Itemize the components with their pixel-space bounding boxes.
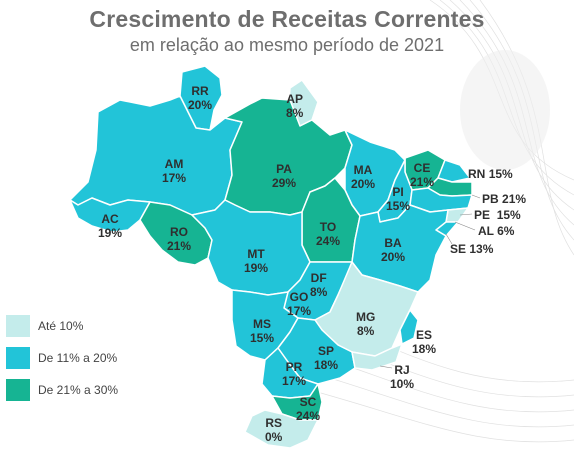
state-rj[interactable]	[351, 343, 403, 371]
label-go: GO 17%	[287, 290, 312, 318]
state-rn[interactable]	[437, 159, 471, 183]
label-ac: AC 19%	[98, 212, 123, 240]
label-ce: CE 21%	[410, 161, 435, 189]
label-es: ES 18%	[412, 328, 437, 356]
label-sc: SC 24%	[296, 395, 321, 423]
label-rj: RJ 10%	[390, 363, 415, 391]
label-rn: RN 15%	[468, 167, 513, 181]
label-to: TO 24%	[316, 220, 341, 248]
label-ba: BA 20%	[381, 236, 406, 264]
state-es[interactable]	[399, 309, 419, 345]
label-rs: RS 0%	[265, 416, 283, 444]
label-pa: PA 29%	[272, 162, 297, 190]
legend-label-low: Até 10%	[38, 319, 84, 333]
label-pi: PI 15%	[386, 185, 411, 213]
legend-swatch-mid	[6, 347, 30, 369]
legend-label-high: De 21% a 30%	[38, 383, 119, 397]
legend-label-mid: De 11% a 20%	[38, 351, 118, 365]
label-sp: SP 18%	[314, 344, 339, 372]
label-al: AL 6%	[478, 224, 515, 238]
label-ms: MS 15%	[250, 317, 275, 345]
label-pe: PE 15%	[474, 208, 521, 222]
state-al[interactable]	[445, 207, 469, 223]
label-mt: MT 19%	[244, 247, 269, 275]
state-am[interactable]	[69, 95, 243, 216]
state-rs[interactable]	[244, 409, 319, 449]
label-df: DF 8%	[310, 271, 328, 299]
map-subtitle: em relação ao mesmo período de 2021	[129, 35, 445, 55]
legend-swatch-low	[6, 315, 30, 337]
map-title: Crescimento de Receitas Correntes	[89, 6, 485, 32]
label-se: SE 13%	[450, 242, 494, 256]
label-am: AM 17%	[162, 157, 187, 185]
label-pr: PR 17%	[282, 360, 307, 388]
label-pb: PB 21%	[482, 192, 527, 206]
label-ap: AP 8%	[286, 92, 304, 120]
label-mg: MG 8%	[356, 310, 376, 338]
leader-lines	[379, 194, 481, 369]
legend-swatch-high	[6, 379, 30, 401]
label-ro: RO 21%	[167, 225, 192, 253]
label-rr: RR 20%	[188, 84, 213, 112]
label-ma: MA 20%	[351, 163, 376, 191]
